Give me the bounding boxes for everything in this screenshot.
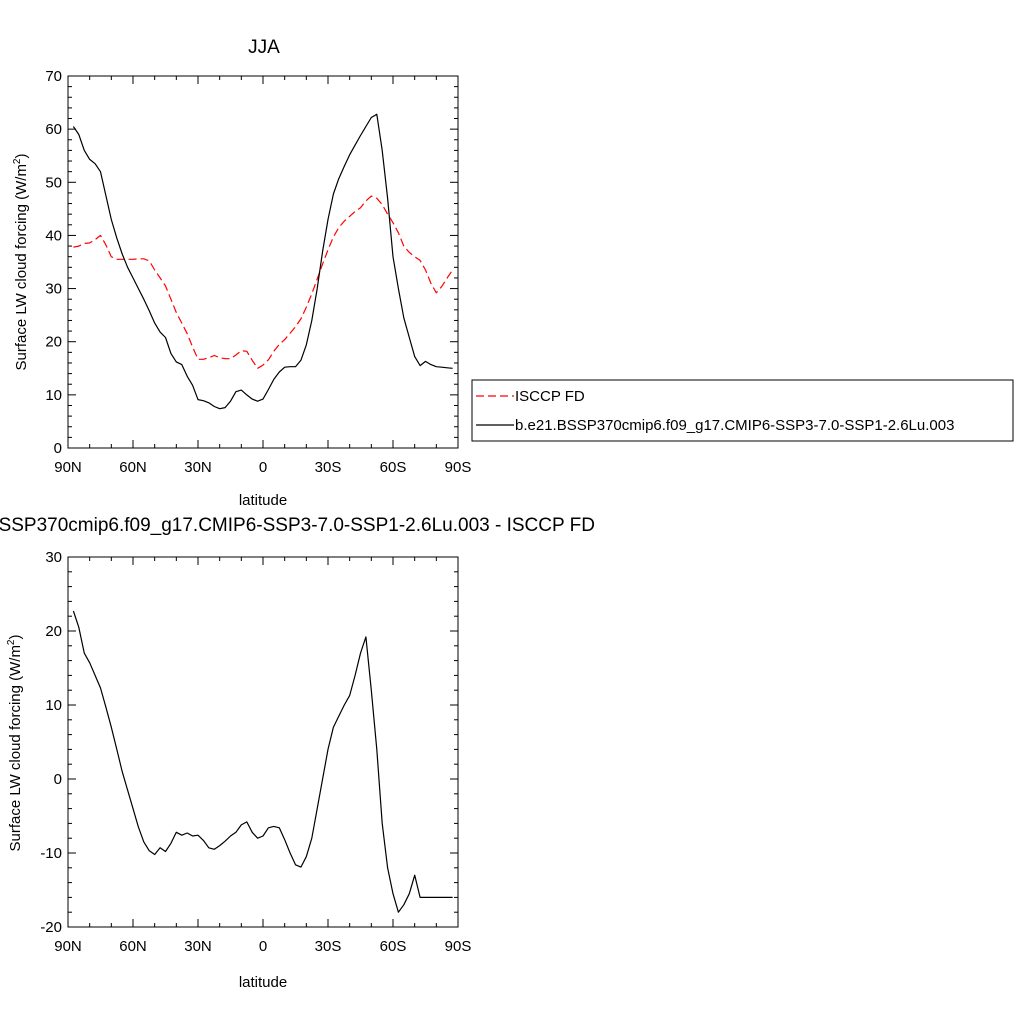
top-x-tick-label: 90S (445, 459, 472, 476)
bottom-x-tick-label: 90S (445, 938, 472, 955)
top-y-tick-label: 30 (45, 281, 62, 298)
legend-label-isccp: ISCCP FD (515, 388, 585, 405)
top-y-tick-label: 10 (45, 387, 62, 404)
top-series-line-1 (72, 113, 453, 410)
bottom-x-tick-label: 60N (119, 938, 147, 955)
legend-label-model: b.e21.BSSP370cmip6.f09_g17.CMIP6-SSP3-7.… (515, 417, 954, 434)
top-y-tick-label: 50 (45, 174, 62, 191)
bottom-y-axis-label-end: ) (7, 634, 24, 639)
bottom-chart-title: b.e21.BSSP370cmip6.f09_g17.CMIP6-SSP3-7.… (0, 515, 595, 536)
bottom-x-tick-label: 0 (259, 938, 267, 955)
top-x-tick-label: 30N (184, 459, 212, 476)
top-x-tick-label: 0 (259, 459, 267, 476)
bottom-y-tick-label: 10 (45, 697, 62, 714)
top-y-tick-label: 40 (45, 227, 62, 244)
top-y-axis-label-superscript: 2 (12, 158, 23, 164)
bottom-y-axis-label-main: Surface LW cloud forcing (W/m (7, 645, 24, 851)
top-x-tick-label: 60N (119, 459, 147, 476)
bottom-y-tick-label: 30 (45, 549, 62, 566)
bottom-chart-panel: b.e21.BSSP370cmip6.f09_g17.CMIP6-SSP3-7.… (0, 515, 595, 991)
top-y-tick-label: 0 (54, 440, 62, 457)
top-plot-frame (67, 75, 459, 449)
bottom-x-axis-label: latitude (239, 974, 287, 991)
bottom-y-tick-label: 20 (45, 623, 62, 640)
top-y-axis-label-main: Surface LW cloud forcing (W/m (13, 164, 30, 370)
bottom-x-tick-label: 30N (184, 938, 212, 955)
top-y-tick-label: 20 (45, 334, 62, 351)
legend-box (471, 379, 1014, 442)
top-series-line-0 (73, 195, 454, 369)
top-y-tick-label: 70 (45, 68, 62, 85)
top-x-axis-label: latitude (239, 492, 287, 509)
legend: ISCCP FD b.e21.BSSP370cmip6.f09_g17.CMIP… (471, 379, 1014, 442)
top-x-tick-label: 60S (380, 459, 407, 476)
top-chart-title: JJA (248, 37, 280, 58)
bottom-x-tick-label: 60S (380, 938, 407, 955)
bottom-series-line-0 (72, 610, 453, 913)
bottom-plot-area: 90N 60N 30N 0 30S 60S 90S -20 -10 0 10 20 30 (40, 549, 471, 955)
bottom-y-axis-label: Surface LW cloud forcing (W/m2) (6, 634, 24, 851)
top-x-tick-label: 90N (54, 459, 82, 476)
bottom-y-tick-label: -10 (40, 845, 62, 862)
top-y-tick-label: 60 (45, 121, 62, 138)
top-plot-area: 90N 60N 30N 0 30S 60S 90S 0 10 20 30 40 50 60 70 (45, 68, 471, 476)
bottom-plot-frame (67, 556, 459, 928)
top-x-tick-label: 30S (315, 459, 342, 476)
top-y-axis-label: Surface LW cloud forcing (W/m2) (12, 153, 30, 370)
bottom-y-axis-label-superscript: 2 (6, 639, 17, 645)
top-chart-panel: JJA 90N 60N 30N 0 30S 60S 90S 0 10 20 30 40 50 60 70 l… (12, 37, 471, 509)
bottom-x-tick-label: 90N (54, 938, 82, 955)
bottom-y-tick-label: -20 (40, 919, 62, 936)
top-y-axis-label-end: ) (13, 153, 30, 158)
bottom-y-tick-label: 0 (54, 771, 62, 788)
bottom-x-tick-label: 30S (315, 938, 342, 955)
